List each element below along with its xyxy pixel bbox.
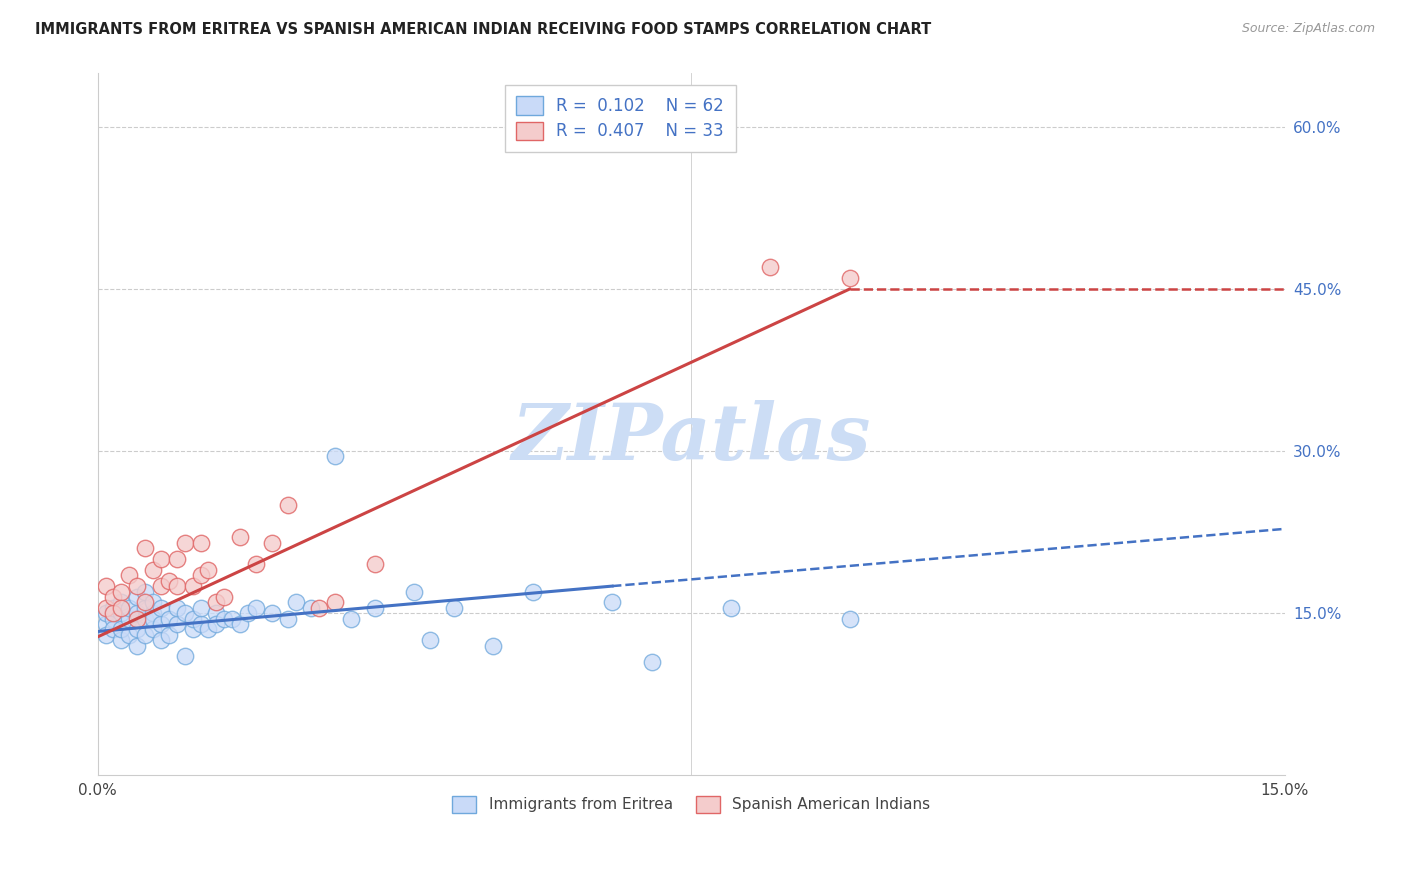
Point (157, 574, 180, 588)
Point (127, 639, 149, 653)
Point (149, 633, 172, 648)
Point (157, 611, 180, 625)
Point (363, 600, 385, 615)
Point (641, 655, 664, 669)
Point (166, 616, 188, 631)
Point (323, 450, 346, 464)
Point (190, 568, 212, 582)
Point (94, 600, 117, 615)
Point (118, 628, 141, 642)
Point (149, 616, 172, 631)
Point (127, 623, 149, 637)
Point (173, 649, 195, 664)
Point (173, 536, 195, 550)
Point (443, 600, 465, 615)
Point (173, 606, 195, 620)
Point (110, 584, 132, 599)
Point (190, 616, 212, 631)
Point (229, 531, 252, 545)
Point (277, 611, 299, 625)
Point (214, 590, 236, 604)
Point (181, 623, 204, 637)
Point (419, 633, 441, 648)
Point (166, 579, 188, 593)
Point (205, 616, 228, 631)
Point (260, 606, 283, 620)
Point (127, 606, 149, 620)
Point (118, 568, 141, 582)
Point (142, 606, 165, 620)
Point (284, 595, 307, 609)
Point (142, 563, 165, 577)
Point (277, 498, 299, 512)
Point (110, 606, 132, 620)
Point (404, 584, 426, 599)
Point (103, 623, 125, 637)
Point (181, 611, 204, 625)
Point (759, 260, 782, 275)
Point (94, 616, 117, 631)
Point (134, 600, 156, 615)
Point (299, 600, 322, 615)
Point (157, 628, 180, 642)
Point (127, 579, 149, 593)
Text: Source: ZipAtlas.com: Source: ZipAtlas.com (1241, 22, 1375, 36)
Point (127, 611, 149, 625)
Point (118, 611, 141, 625)
Point (142, 623, 165, 637)
Point (221, 611, 243, 625)
Point (236, 606, 259, 620)
Point (190, 600, 212, 615)
Point (245, 558, 267, 572)
Point (600, 595, 623, 609)
Point (229, 616, 252, 631)
Point (522, 584, 544, 599)
Point (103, 606, 125, 620)
Point (181, 579, 204, 593)
Point (134, 584, 156, 599)
Point (118, 600, 141, 615)
Point (197, 623, 219, 637)
Point (94, 628, 117, 642)
Point (110, 633, 132, 648)
Point (190, 536, 212, 550)
Legend: Immigrants from Eritrea, Spanish American Indians: Immigrants from Eritrea, Spanish America… (444, 789, 938, 820)
Point (149, 600, 172, 615)
Point (838, 611, 860, 625)
Point (363, 558, 385, 572)
Point (127, 590, 149, 604)
Point (142, 611, 165, 625)
Text: IMMIGRANTS FROM ERITREA VS SPANISH AMERICAN INDIAN RECEIVING FOOD STAMPS CORRELA: IMMIGRANTS FROM ERITREA VS SPANISH AMERI… (35, 22, 931, 37)
Point (166, 552, 188, 566)
Point (110, 623, 132, 637)
Text: ZIPatlas: ZIPatlas (512, 400, 870, 476)
Point (94, 579, 117, 593)
Point (149, 579, 172, 593)
Point (110, 600, 132, 615)
Point (142, 595, 165, 609)
Point (245, 600, 267, 615)
Point (103, 611, 125, 625)
Point (94, 606, 117, 620)
Point (214, 611, 236, 625)
Point (340, 611, 363, 625)
Point (482, 639, 505, 653)
Point (308, 600, 330, 615)
Point (134, 611, 156, 625)
Point (149, 552, 172, 566)
Point (103, 600, 125, 615)
Point (205, 606, 228, 620)
Point (110, 595, 132, 609)
Point (166, 600, 188, 615)
Point (134, 595, 156, 609)
Point (197, 563, 219, 577)
Point (323, 595, 346, 609)
Point (205, 595, 228, 609)
Point (260, 536, 283, 550)
Point (720, 600, 742, 615)
Point (134, 541, 156, 556)
Point (134, 628, 156, 642)
Point (838, 271, 860, 285)
Point (103, 590, 125, 604)
